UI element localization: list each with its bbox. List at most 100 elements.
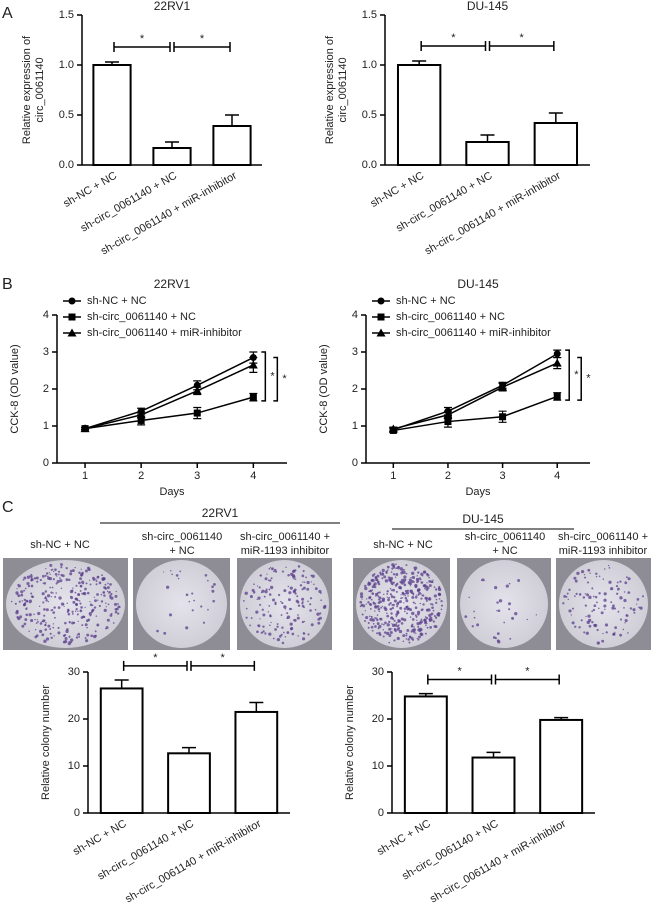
colony-dot (379, 617, 382, 620)
colony-dot (591, 587, 594, 590)
colony-dot (578, 626, 581, 629)
colony-dot (68, 635, 71, 638)
colony-dot (23, 589, 26, 592)
colony-dot (390, 571, 393, 573)
colony-dot (252, 590, 256, 594)
colony-dot (407, 608, 410, 611)
bar (396, 64, 442, 166)
colony-dot (416, 619, 418, 621)
colony-dot (269, 566, 272, 569)
dish (559, 560, 648, 648)
colony-dot (421, 594, 424, 597)
colony-dot (98, 604, 101, 608)
colony-dot (57, 631, 61, 635)
colony-dot (573, 576, 577, 580)
colony-dot (284, 608, 287, 610)
colony-dot (75, 603, 78, 607)
colony-dot (428, 596, 431, 599)
x-tick-label: sh-NC + NC (71, 818, 129, 858)
colony-photo (237, 558, 332, 650)
colony-dot (386, 565, 390, 569)
colony-dot (411, 625, 414, 628)
colony-dot (110, 596, 114, 600)
colony-dot (269, 624, 271, 627)
colony-dot (89, 603, 93, 607)
colony-dot (69, 569, 73, 573)
colony-dot (43, 619, 46, 622)
colony-dot (109, 583, 112, 586)
colony-dot (105, 602, 107, 604)
colony-dot (264, 590, 268, 594)
colony-dot (80, 606, 83, 609)
colony-dot (425, 616, 429, 620)
colony-dot (413, 630, 416, 634)
colony-dot (163, 571, 165, 573)
colony-dot (166, 585, 170, 589)
colony-dot (59, 577, 61, 579)
colony-dot (508, 608, 511, 611)
x-axis-label: Days (159, 486, 185, 498)
colony-dot (81, 571, 84, 575)
colony-dot (318, 589, 322, 594)
photo-label: sh-circ_0061140 (465, 531, 546, 543)
colony-dot (89, 583, 92, 586)
colony-dot (175, 574, 179, 577)
colony-dot (429, 626, 432, 629)
colony-dot (38, 605, 41, 607)
colony-dot (374, 610, 376, 612)
colony-dot (41, 620, 43, 623)
photo-label: + NC (492, 545, 517, 557)
colony-dot (45, 637, 50, 641)
colony-dot (404, 594, 406, 597)
significance-label: * (282, 373, 287, 385)
colony-dot (636, 598, 640, 601)
colony-dot (23, 576, 27, 580)
photo-label: + NC (169, 545, 194, 557)
colony-dot (603, 604, 607, 608)
colony-dot (256, 598, 258, 601)
colony-dot (426, 573, 430, 577)
significance-bracket (173, 42, 231, 52)
colony-dot (289, 627, 293, 631)
colony-dot (381, 597, 386, 601)
colony-dot (396, 582, 399, 586)
colony-dot (400, 622, 404, 625)
colony-dot (583, 574, 586, 576)
colony-dot (434, 588, 438, 591)
colony-dot (431, 606, 434, 610)
colony-dot (395, 563, 397, 565)
colony-dot (211, 585, 214, 589)
colony-dot (471, 625, 474, 628)
colony-dot (95, 615, 98, 617)
colony-dot (49, 563, 53, 567)
colony-dot (317, 621, 321, 625)
colony-dot (97, 575, 100, 578)
colony-dot (392, 566, 396, 569)
colony-dot (309, 603, 312, 606)
colony-dot (411, 611, 415, 616)
significance-bracket (273, 356, 279, 402)
colony-dot (85, 639, 89, 643)
bar (152, 147, 192, 166)
colony-dot (582, 596, 586, 599)
colony-dot (622, 628, 625, 631)
colony-dot (301, 597, 305, 601)
colony-dot (58, 596, 62, 600)
colony-dot (619, 633, 623, 637)
significance-label: * (270, 370, 275, 382)
colony-dot (433, 586, 436, 588)
colony-dot (636, 603, 638, 605)
colony-dot (33, 613, 35, 616)
series-line (393, 353, 558, 431)
colony-dot (286, 615, 291, 619)
colony-dot (71, 610, 74, 613)
colony-dot (610, 601, 613, 604)
colony-dot (625, 614, 629, 618)
colony-dot (69, 572, 73, 576)
marker (192, 386, 202, 395)
colony-dot (306, 587, 310, 591)
photo-label: sh-NC + NC (30, 539, 90, 551)
colony-dot (54, 568, 57, 572)
colony-dot (81, 624, 84, 627)
colony-dot (207, 608, 209, 611)
